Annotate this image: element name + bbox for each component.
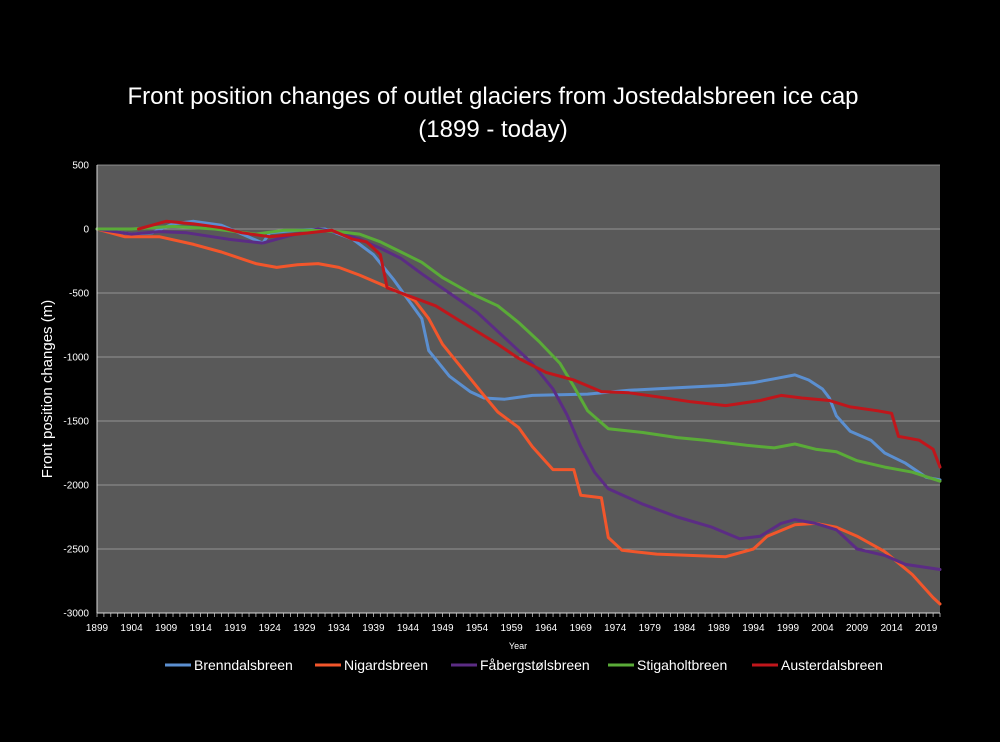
x-tick-label: 1969: [570, 623, 593, 634]
x-tick-label: 2019: [915, 623, 938, 634]
x-tick-label: 1924: [259, 623, 282, 634]
chart-title-line1: Front position changes of outlet glacier…: [127, 83, 858, 110]
legend-label-1: Nigardsbreen: [344, 657, 428, 673]
y-tick-label: 0: [83, 225, 89, 236]
x-tick-label: 1984: [673, 623, 696, 634]
y-axis-label: Front position changes (m): [39, 300, 56, 478]
x-tick-label: 1914: [190, 623, 213, 634]
axes: [96, 165, 941, 617]
x-tick-labels: 1899 1904 1909 1914 1919 1924 1929 1934 1939 1944…: [86, 623, 938, 634]
y-tick-label: 500: [72, 161, 89, 172]
x-tick-label: 1944: [397, 623, 420, 634]
gridlines: [97, 164, 940, 550]
x-tick-label: 1979: [639, 623, 662, 634]
x-tick-label: 1899: [86, 623, 109, 634]
x-tick-label: 1939: [362, 623, 385, 634]
x-tick-label: 2009: [846, 623, 869, 634]
x-tick-label: 2014: [881, 623, 904, 634]
legend-label-2: Fåbergstølsbreen: [480, 657, 590, 673]
legend: Brenndalsbreen Nigardsbreen Fåbergstølsbre…: [165, 657, 883, 673]
x-tick-label: 2004: [811, 623, 834, 634]
x-tick-label: 1934: [328, 623, 351, 634]
x-tick-label: 1959: [500, 623, 523, 634]
y-tick-label: -500: [69, 289, 89, 300]
series-line-3: [95, 224, 942, 483]
legend-label-3: Stigaholtbreen: [637, 657, 727, 673]
x-tick-label: 1989: [708, 623, 731, 634]
legend-label-0: Brenndalsbreen: [194, 657, 293, 673]
plot-area: [97, 165, 940, 613]
x-tick-label: 1904: [120, 623, 143, 634]
x-tick-label: 1974: [604, 623, 627, 634]
series-line-0: [95, 219, 942, 482]
x-tick-label: 1949: [431, 623, 454, 634]
x-tick-label: 1954: [466, 623, 489, 634]
y-tick-label: -1000: [63, 353, 89, 364]
x-tick-label: 1909: [155, 623, 178, 634]
y-tick-label: -2000: [63, 481, 89, 492]
x-tick-label: 1929: [293, 623, 316, 634]
series-lines: [95, 219, 942, 606]
x-tick-label: 1994: [742, 623, 765, 634]
x-tick-label: 1919: [224, 623, 247, 634]
x-axis-label: Year: [509, 641, 527, 651]
y-tick-labels: 500 0 -500 -1000 -1500 -2000 -2500 -3000: [63, 161, 89, 620]
y-tick-label: -2500: [63, 545, 89, 556]
series-line-1: [95, 227, 942, 606]
y-tick-label: -1500: [63, 417, 89, 428]
x-tick-label: 1999: [777, 623, 800, 634]
series-line-2: [95, 227, 942, 571]
chart-title-line2: (1899 - today): [418, 116, 567, 143]
y-tick-label: -3000: [63, 609, 89, 620]
x-tick-label: 1964: [535, 623, 558, 634]
series-line-4: [137, 219, 942, 469]
legend-label-4: Austerdalsbreen: [781, 657, 883, 673]
